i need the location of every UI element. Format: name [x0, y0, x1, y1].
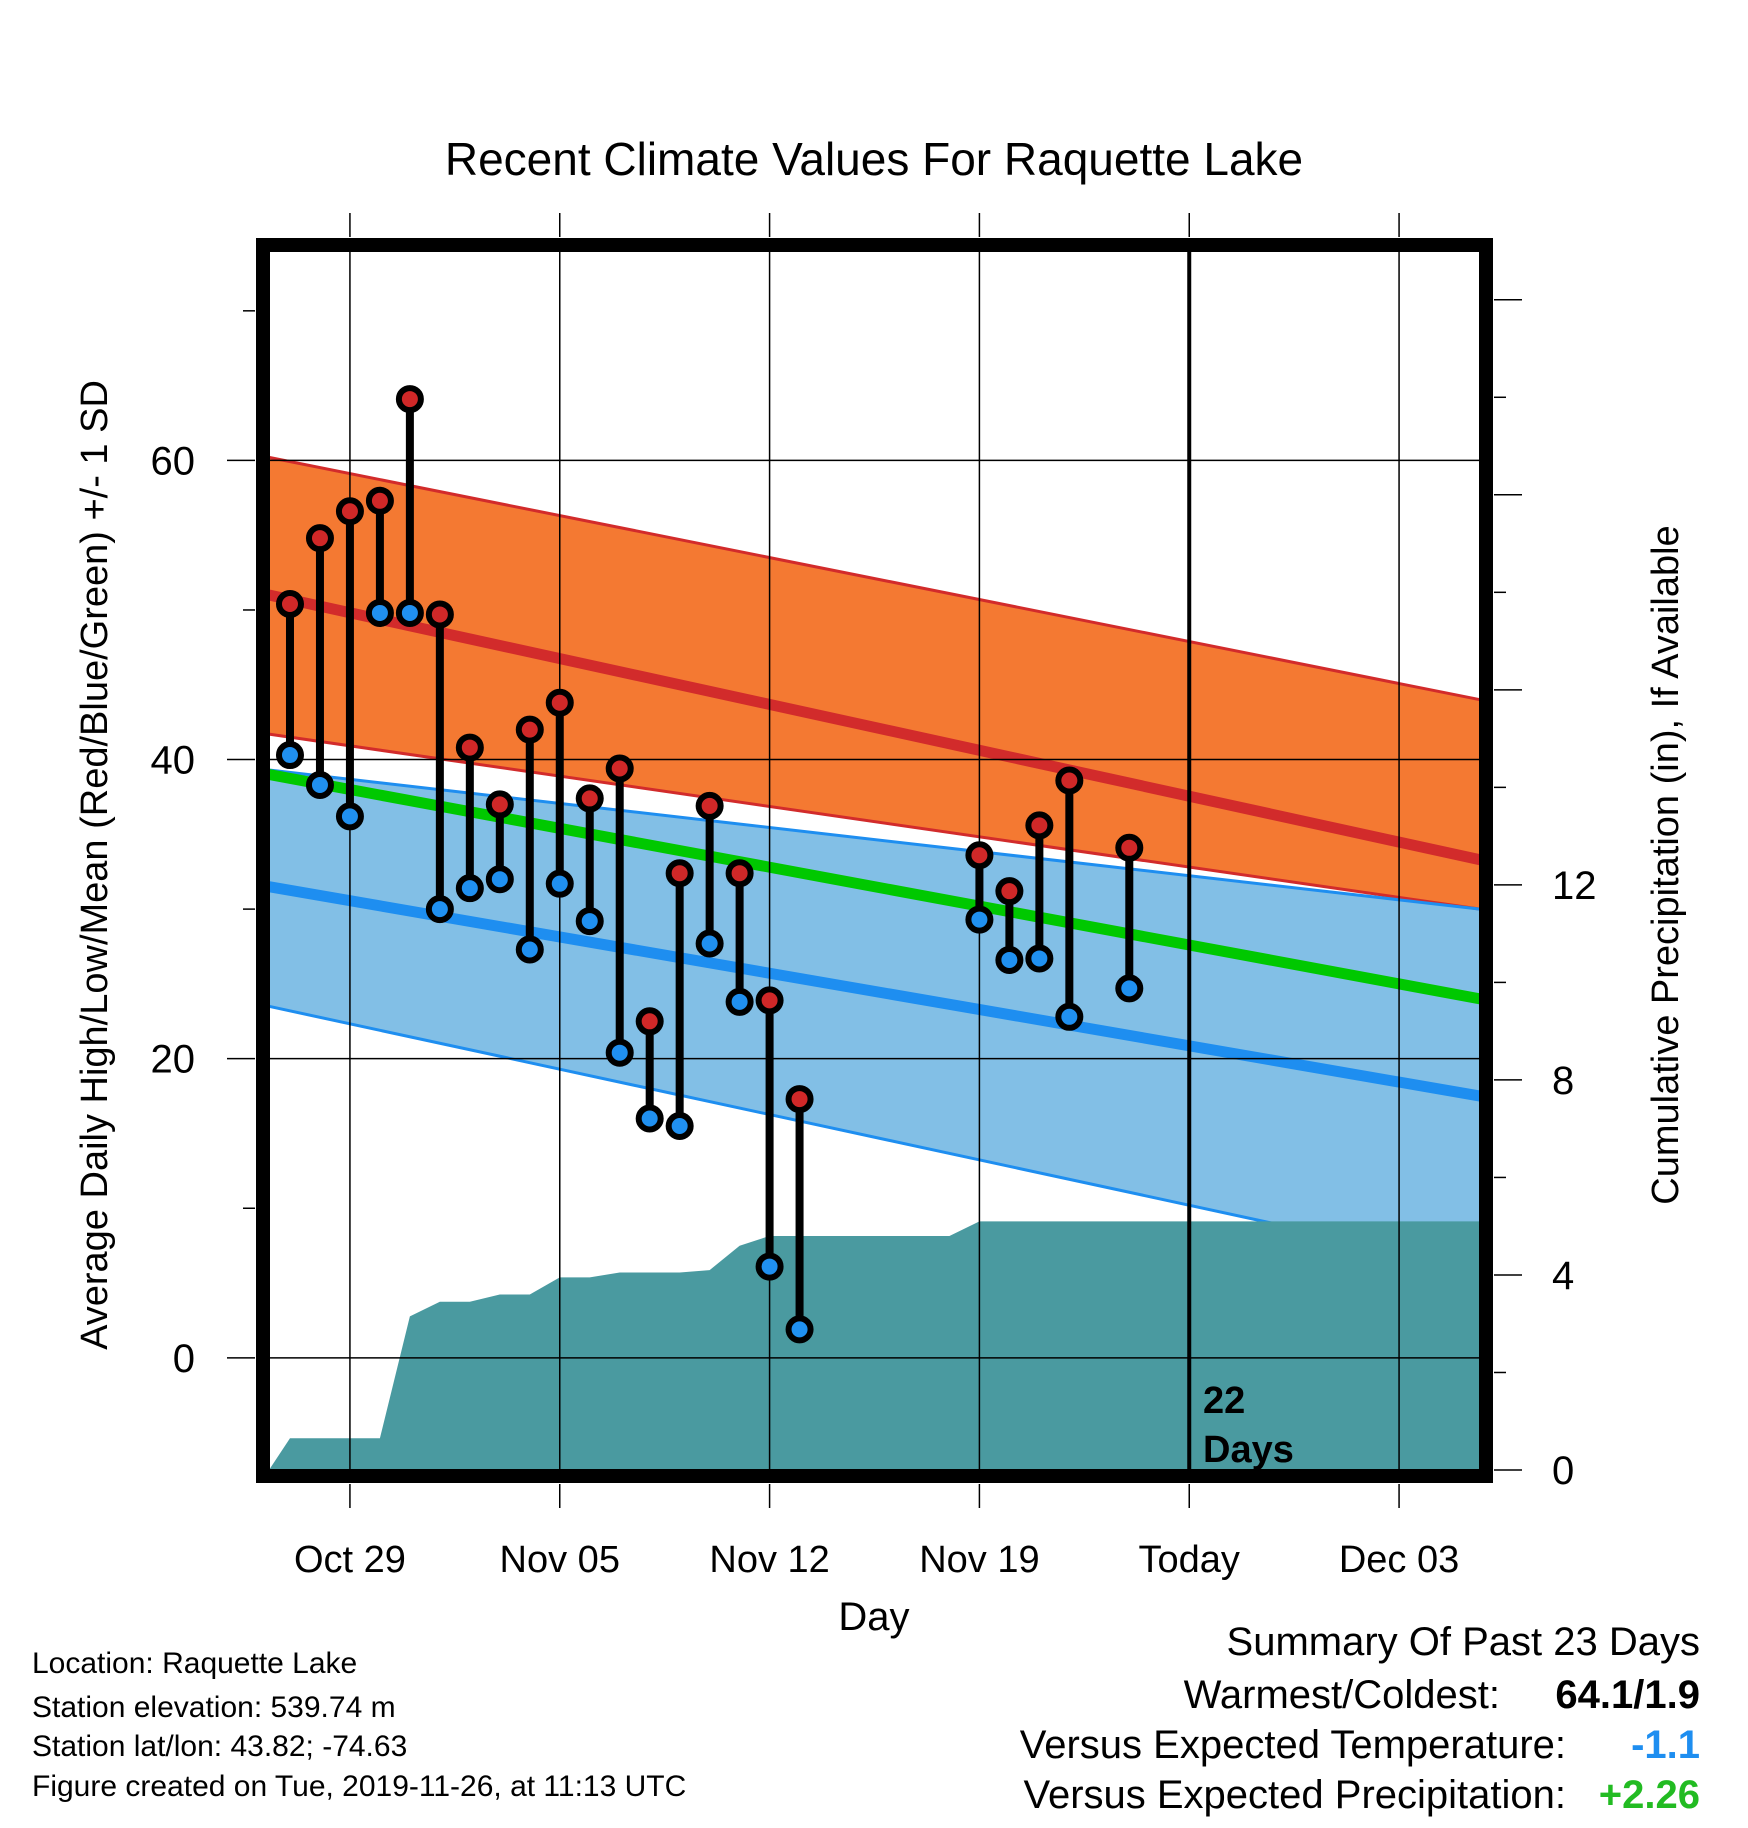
x-tick-label: Nov 05 — [500, 1539, 620, 1581]
obs-high-marker — [455, 733, 484, 762]
obs-low-marker — [275, 741, 304, 770]
obs-low-marker — [425, 895, 454, 924]
summary-title: Summary Of Past 23 Days — [1226, 1620, 1700, 1664]
y-tick-label: 40 — [151, 739, 196, 783]
normal-high-line — [267, 589, 1482, 866]
y2-tick-label: 0 — [1552, 1449, 1574, 1493]
obs-high-marker — [575, 784, 604, 813]
y2-axis-label: Cumulative Precipitation (in), If Availa… — [1645, 525, 1687, 1204]
x-tick-label: Dec 03 — [1339, 1539, 1459, 1581]
plot-frame — [256, 238, 1493, 1483]
obs-low-marker — [665, 1111, 694, 1140]
chart-title: Recent Climate Values For Raquette Lake — [445, 133, 1303, 185]
footer-latlon: Station lat/lon: 43.82; -74.63 — [32, 1730, 408, 1763]
obs-high-marker — [545, 688, 574, 717]
obs-high-marker — [785, 1085, 814, 1114]
obs-high-marker — [635, 1007, 664, 1036]
y2-tick-label: 12 — [1552, 864, 1597, 908]
obs-high-marker — [755, 986, 784, 1015]
y2-tick-label: 8 — [1552, 1059, 1574, 1103]
today-days-count: 22 — [1203, 1380, 1245, 1422]
daily-observations — [275, 385, 1144, 1344]
obs-high-marker — [335, 497, 364, 526]
obs-low-marker — [455, 874, 484, 903]
obs-low-marker — [515, 935, 544, 964]
obs-low-marker — [1025, 944, 1054, 973]
obs-high-marker — [395, 385, 424, 414]
obs-low-marker — [605, 1038, 634, 1067]
obs-low-marker — [635, 1104, 664, 1133]
obs-low-marker — [1055, 1002, 1084, 1031]
summary-warmest-coldest-label: Warmest/Coldest: — [1183, 1673, 1500, 1717]
x-tick-label: Nov 19 — [919, 1539, 1039, 1581]
obs-low-marker — [1115, 974, 1144, 1003]
high-upper-sd-line — [268, 455, 1481, 702]
summary-warmest-coldest-value: 64.1/1.9 — [1555, 1673, 1700, 1717]
obs-high-marker — [1055, 766, 1084, 795]
obs-high-marker — [725, 859, 754, 888]
summary-temp-value: -1.1 — [1631, 1723, 1700, 1767]
y-tick-label: 60 — [151, 439, 196, 483]
obs-high-marker — [485, 790, 514, 819]
y-axis-label: Average Daily High/Low/Mean (Red/Blue/Gr… — [74, 380, 116, 1350]
footer-elevation: Station elevation: 539.74 m — [32, 1691, 396, 1724]
normal-low-line — [268, 881, 1481, 1102]
y-tick-label: 20 — [151, 1038, 196, 1082]
obs-high-marker — [1115, 833, 1144, 862]
obs-low-marker — [755, 1252, 784, 1281]
precip-area-layer — [269, 1221, 1480, 1470]
summary-precip-value: +2.26 — [1598, 1773, 1700, 1817]
x-axis-label: Day — [838, 1595, 909, 1639]
obs-high-marker — [665, 859, 694, 888]
obs-high-marker — [275, 589, 304, 618]
obs-high-marker — [965, 841, 994, 870]
obs-low-marker — [365, 598, 394, 627]
obs-low-marker — [395, 598, 424, 627]
obs-low-marker — [485, 865, 514, 894]
obs-low-marker — [785, 1315, 814, 1344]
obs-high-marker — [425, 600, 454, 629]
axes: Oct 29 Nov 05 Nov 12 Nov 19 Today Dec 0302040… — [151, 213, 1597, 1581]
normal-bands — [267, 455, 1482, 1270]
obs-high-marker — [515, 715, 544, 744]
obs-low-marker — [965, 905, 994, 934]
cumulative-precip-area — [269, 1221, 1480, 1470]
today-days-unit: Days — [1203, 1429, 1294, 1471]
footer-created: Figure created on Tue, 2019-11-26, at 11… — [32, 1770, 687, 1803]
obs-high-marker — [365, 486, 394, 515]
summary-precip-label: Versus Expected Precipitation: — [1023, 1773, 1566, 1817]
y-tick-label: 0 — [173, 1337, 195, 1381]
y2-tick-label: 4 — [1552, 1254, 1574, 1298]
obs-low-marker — [995, 945, 1024, 974]
obs-low-marker — [725, 987, 754, 1016]
summary-temp-label: Versus Expected Temperature: — [1019, 1723, 1566, 1767]
x-tick-label: Oct 29 — [294, 1539, 406, 1581]
obs-high-marker — [695, 791, 724, 820]
x-tick-label: Nov 12 — [709, 1539, 829, 1581]
obs-high-marker — [605, 754, 634, 783]
low-sd-band — [269, 770, 1480, 1269]
obs-low-marker — [695, 929, 724, 958]
obs-high-marker — [305, 524, 334, 553]
obs-low-marker — [305, 770, 334, 799]
x-tick-label: Today — [1139, 1539, 1240, 1581]
obs-low-marker — [545, 869, 574, 898]
obs-high-marker — [1025, 811, 1054, 840]
footer-location: Location: Raquette Lake — [32, 1647, 358, 1680]
obs-high-marker — [995, 877, 1024, 906]
obs-low-marker — [335, 802, 364, 831]
obs-low-marker — [575, 907, 604, 936]
